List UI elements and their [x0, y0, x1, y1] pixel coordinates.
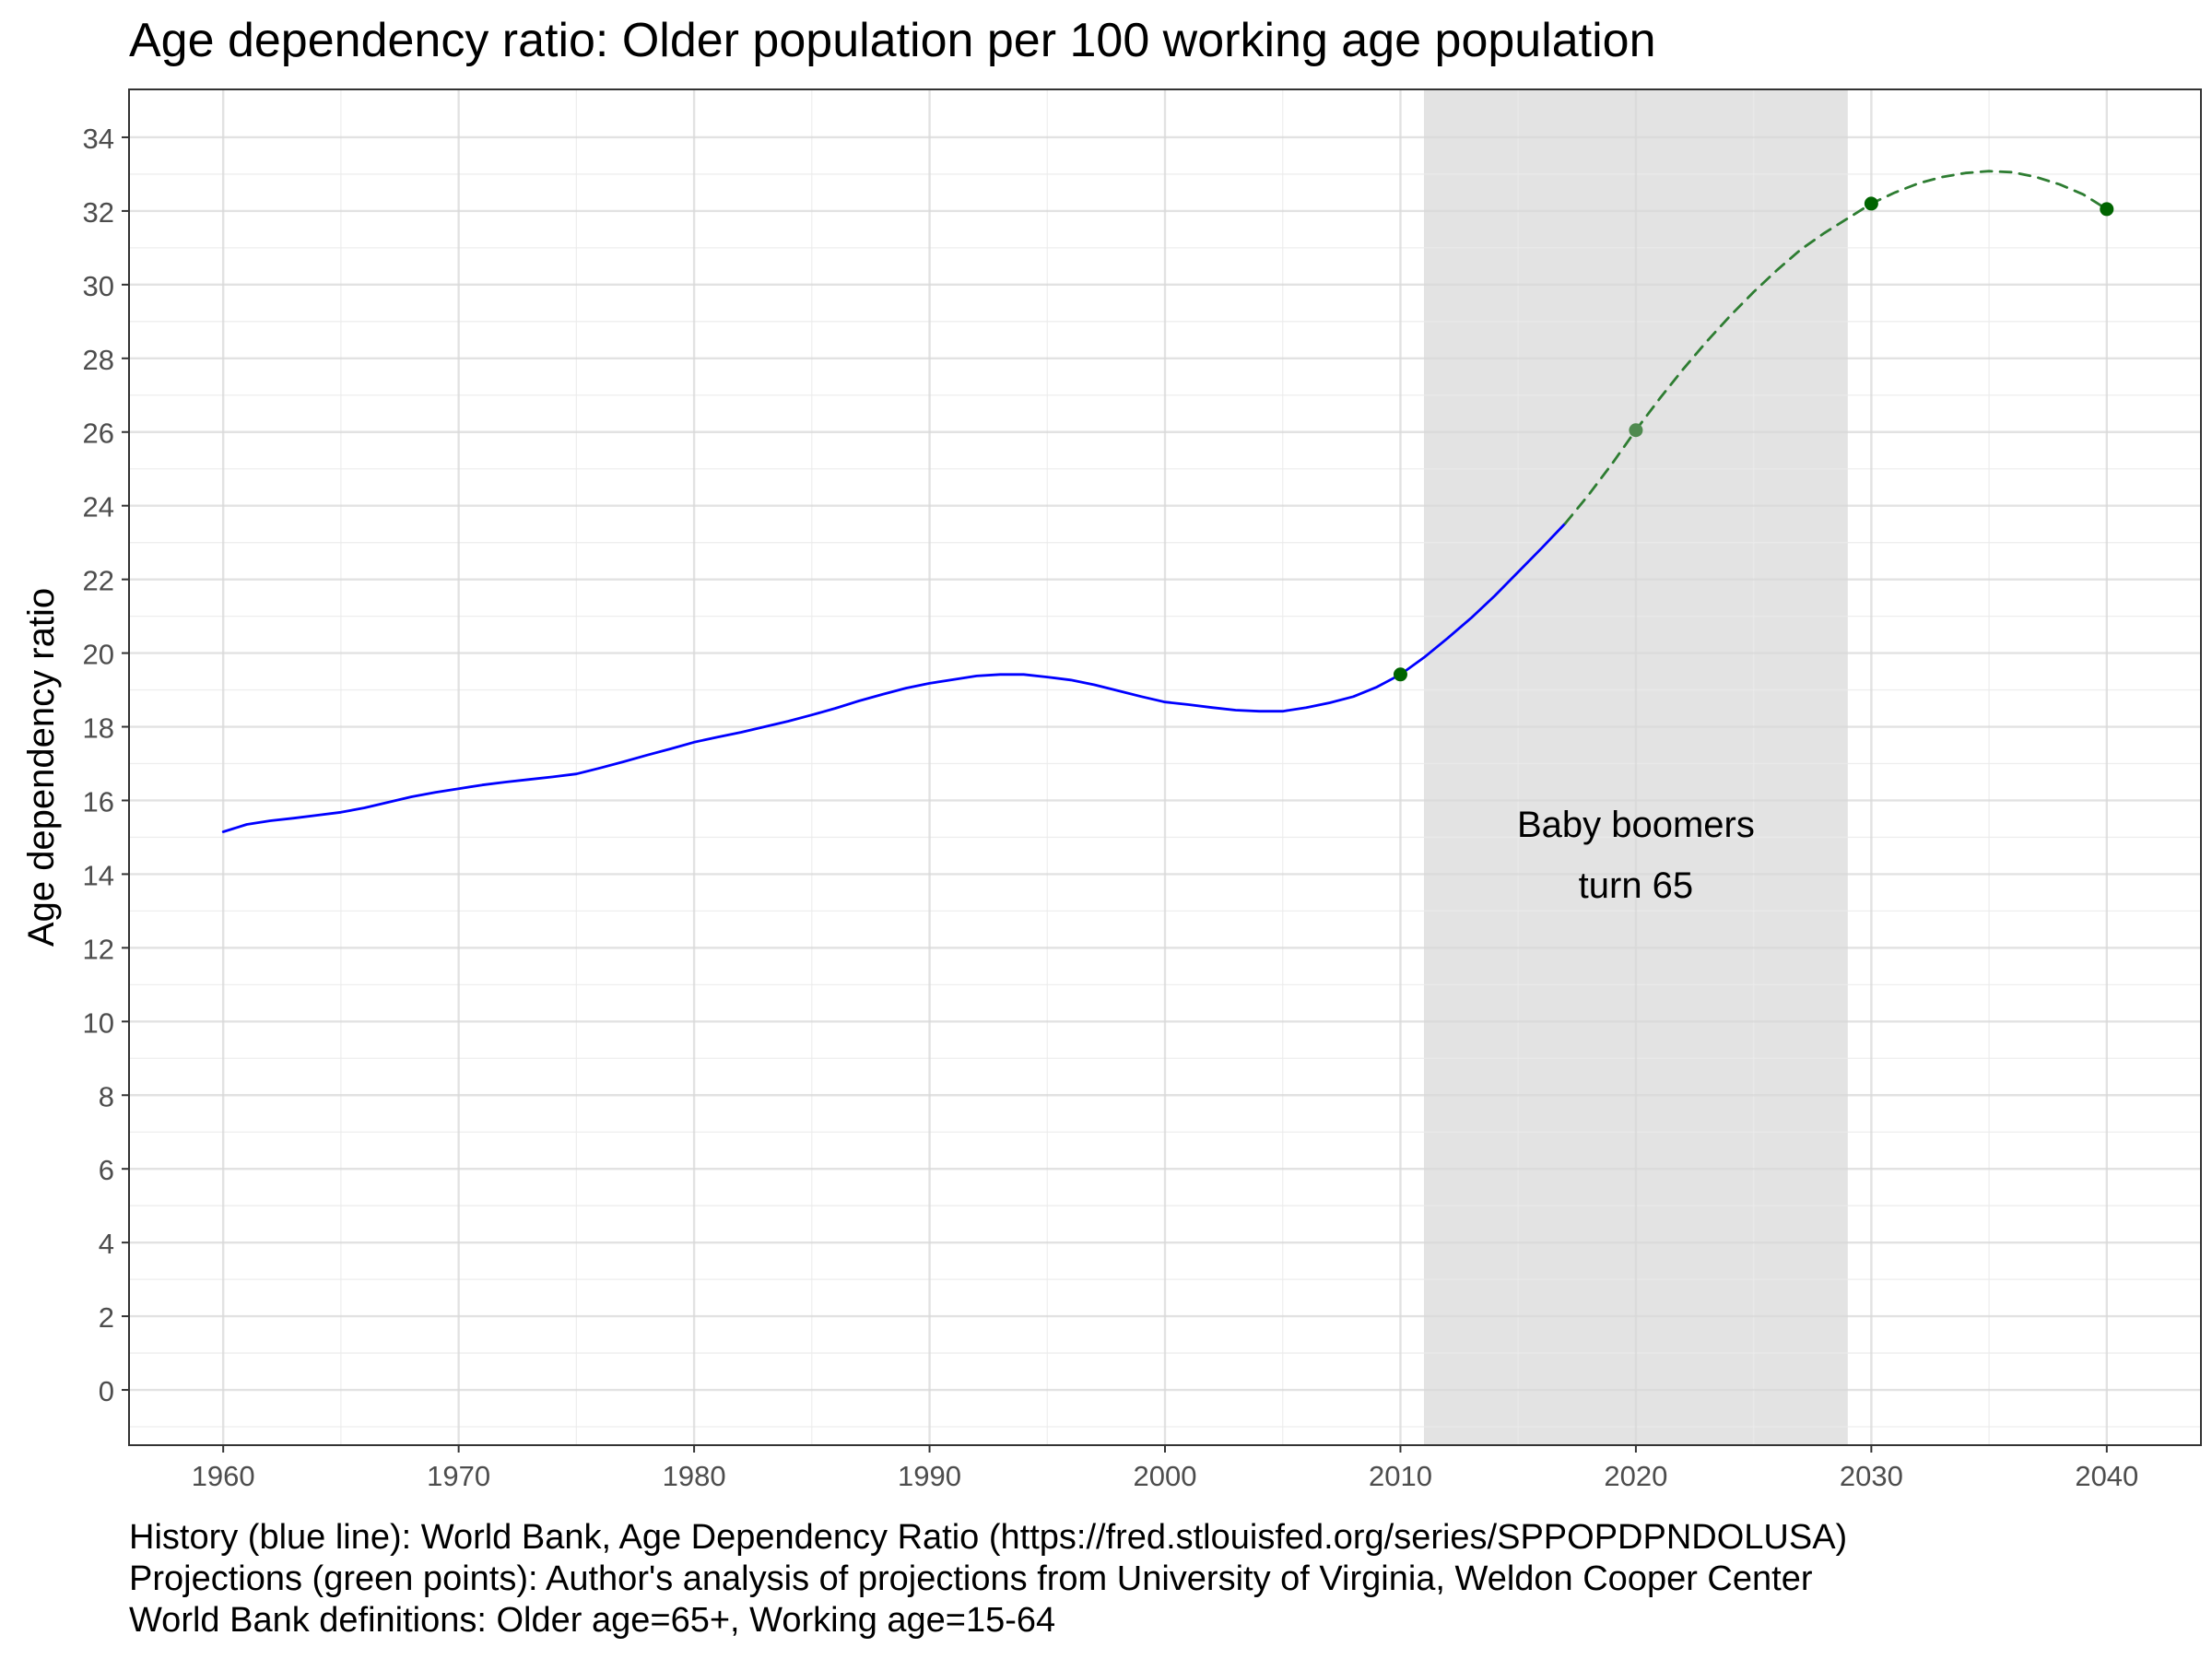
- y-tick-label: 18: [83, 712, 114, 745]
- x-tick-label: 1990: [898, 1460, 961, 1492]
- annotation-text: turn 65: [1579, 865, 1694, 906]
- x-tick-label: 1960: [192, 1460, 255, 1492]
- y-axis-title: Age dependency ratio: [21, 588, 62, 947]
- y-tick-label: 0: [99, 1375, 114, 1407]
- chart-title: Age dependency ratio: Older population p…: [129, 14, 1656, 67]
- caption-history-source: History (blue line): World Bank, Age Dep…: [129, 1518, 1848, 1557]
- y-tick-label: 8: [99, 1080, 114, 1112]
- y-tick-label: 2: [99, 1301, 114, 1334]
- y-tick-label: 14: [83, 859, 114, 891]
- x-tick-label: 2000: [1134, 1460, 1197, 1492]
- y-tick-label: 30: [83, 270, 114, 302]
- y-tick-label: 10: [83, 1006, 114, 1039]
- y-tick-label: 12: [83, 933, 114, 965]
- y-tick-label: 4: [99, 1228, 114, 1260]
- y-tick-label: 22: [83, 565, 114, 597]
- x-tick-label: 1980: [663, 1460, 726, 1492]
- data-point-marker: [1393, 667, 1407, 682]
- history-line: [221, 522, 1567, 833]
- y-tick-label: 34: [83, 123, 114, 155]
- caption-definitions: World Bank definitions: Older age=65+, W…: [129, 1601, 1056, 1640]
- caption-projection-source: Projections (green points): Author's ana…: [129, 1559, 1813, 1598]
- x-tick-label: 2020: [1604, 1460, 1667, 1492]
- x-tick-label: 2040: [2075, 1460, 2138, 1492]
- data-point-marker: [1629, 423, 1643, 438]
- data-point-marker: [1864, 196, 1878, 211]
- y-tick-label: 6: [99, 1154, 114, 1186]
- y-tick-label: 32: [83, 196, 114, 229]
- data-point-marker: [2100, 202, 2114, 217]
- x-tick-label: 2010: [1369, 1460, 1432, 1492]
- x-tick-label: 1970: [427, 1460, 490, 1492]
- y-tick-label: 16: [83, 785, 114, 818]
- y-tick-label: 20: [83, 639, 114, 671]
- x-tick-label: 2030: [1840, 1460, 1903, 1492]
- y-tick-label: 28: [83, 344, 114, 376]
- y-tick-label: 24: [83, 491, 114, 524]
- annotation-text: Baby boomers: [1517, 805, 1755, 845]
- y-tick-label: 26: [83, 418, 114, 450]
